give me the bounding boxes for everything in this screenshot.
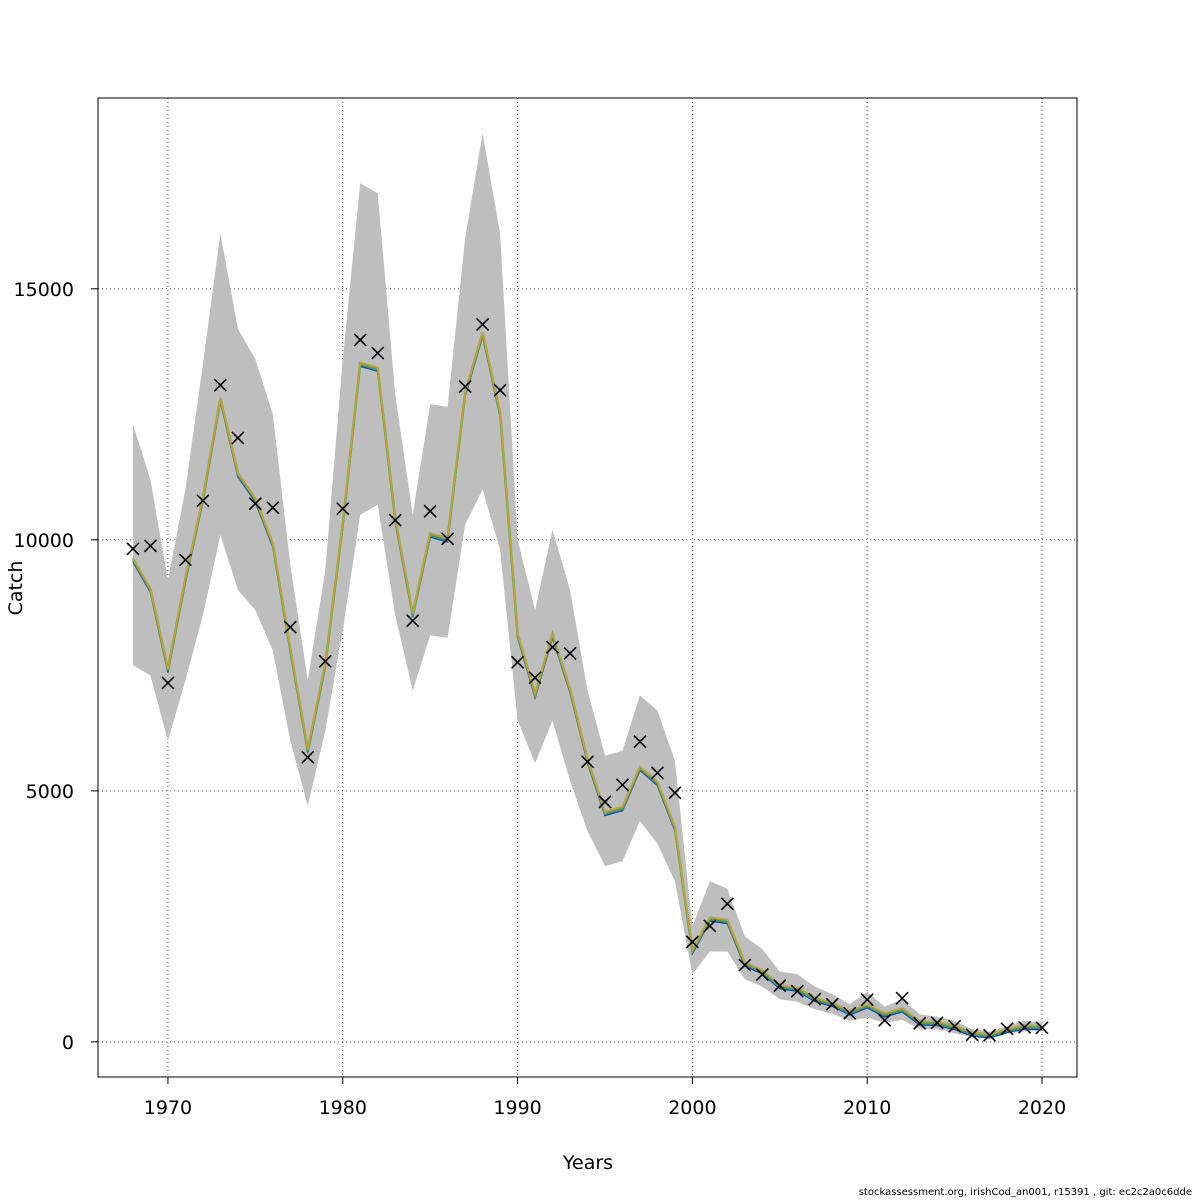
observed-point (755, 968, 769, 982)
footer-credit: stockassessment.org, irishCod_an001, r15… (858, 1187, 1192, 1198)
observed-point (1000, 1022, 1014, 1036)
y-axis-label: Catch (5, 561, 27, 616)
observed-point (353, 333, 367, 347)
observed-point (668, 786, 682, 800)
observed-point (266, 501, 280, 515)
x-tick-label: 1980 (319, 1097, 367, 1119)
y-tick-label: 0 (62, 1032, 74, 1054)
observed-point (1035, 1021, 1049, 1035)
observed-point (825, 997, 839, 1011)
x-tick-label: 2010 (843, 1097, 891, 1119)
observed-point (703, 919, 717, 933)
observed-point (615, 778, 630, 792)
observed-point (808, 992, 822, 1006)
observed-point (563, 646, 577, 660)
observed-point (511, 655, 525, 669)
observed-point (248, 497, 262, 511)
observed-point (580, 755, 595, 769)
observed-point (458, 380, 472, 394)
observed-markers (126, 317, 1049, 1042)
observed-point (476, 317, 490, 331)
observed-point (1017, 1020, 1032, 1034)
x-tick-label: 2020 (1018, 1097, 1066, 1119)
observed-point (336, 502, 350, 516)
observed-point (965, 1028, 979, 1042)
x-tick-label: 2000 (668, 1097, 716, 1119)
observed-point (161, 676, 175, 690)
observed-point (196, 494, 210, 508)
x-axis-label: Years (562, 1152, 613, 1174)
x-tick-label: 1970 (144, 1097, 192, 1119)
observed-point (388, 513, 402, 527)
observed-point (843, 1006, 857, 1020)
confidence-band (133, 133, 1042, 1039)
observed-point (493, 383, 507, 397)
observed-point (441, 532, 455, 546)
observed-point (318, 654, 332, 668)
observed-point (423, 504, 437, 518)
observed-point (598, 795, 612, 809)
observed-point (913, 1016, 927, 1030)
observed-point (738, 958, 752, 972)
y-tick-label: 10000 (14, 530, 74, 552)
observed-point (878, 1013, 892, 1027)
observed-point (545, 640, 560, 654)
observed-point (983, 1028, 997, 1042)
observed-point (948, 1019, 962, 1033)
observed-point (930, 1016, 944, 1030)
observed-point (143, 539, 158, 553)
observed-point (720, 897, 734, 911)
y-tick-label: 5000 (26, 781, 74, 803)
observed-point (301, 750, 315, 764)
observed-point (283, 620, 297, 634)
fit-line (132, 331, 1043, 1035)
observed-point (773, 979, 787, 993)
observed-point (650, 766, 664, 780)
y-tick-label: 15000 (14, 279, 74, 301)
observed-point (406, 614, 420, 628)
observed-point (633, 735, 647, 749)
x-axis: 1970 1980 1990 2000 2010 2020 (144, 1077, 1066, 1119)
observed-point (178, 553, 192, 567)
observed-point (685, 935, 699, 949)
observed-point (528, 671, 542, 685)
plot-frame (97, 97, 1078, 1078)
x-tick-label: 1990 (493, 1097, 541, 1119)
observed-point (126, 542, 140, 556)
observed-point (213, 378, 227, 392)
observed-point (895, 991, 909, 1005)
y-axis: 0 5000 10000 15000 (14, 279, 98, 1054)
observed-point (231, 431, 245, 445)
observed-point (371, 346, 385, 360)
observed-point (790, 984, 804, 998)
observed-point (860, 993, 874, 1007)
